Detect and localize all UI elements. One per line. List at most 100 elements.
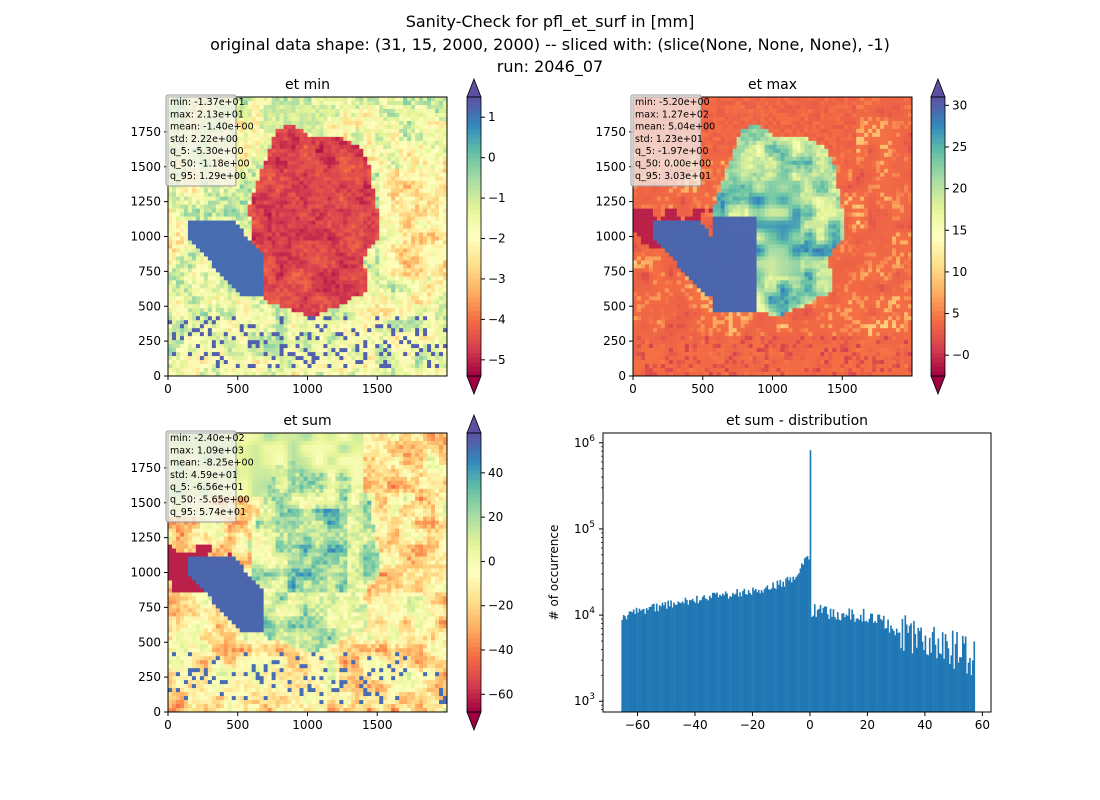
x-tick-label-0-3: 1500 (362, 382, 393, 396)
histogram-bar (826, 614, 829, 712)
histogram-bar (747, 590, 750, 712)
colorbar-tick-label-0-3: −2 (488, 232, 506, 246)
histogram-bar (848, 608, 851, 712)
histogram-bar (676, 604, 678, 712)
histogram-bar (897, 632, 899, 712)
histogram-bar (859, 614, 862, 712)
histogram-bar (842, 613, 845, 712)
stats-line-1-5: q_50: 0.00e+00 (635, 159, 711, 170)
histogram-bar (713, 592, 715, 712)
histogram-bar (865, 620, 868, 712)
hist-y-tick-label-1: 104 (574, 606, 595, 622)
histogram-bar (805, 557, 807, 712)
heatmap-cells-0 (168, 97, 448, 377)
colorbar-1 (931, 97, 945, 377)
stats-line-2-1: max: 1.09e+03 (170, 445, 244, 456)
y-tick-label-2-7: 1750 (130, 461, 161, 475)
histogram-bar (655, 603, 658, 712)
stats-line-1-3: std: 1.23e+01 (635, 134, 703, 145)
colorbar-extend-top-1 (930, 77, 946, 98)
histogram-bar (811, 616, 813, 712)
histogram-bar (822, 607, 825, 712)
histogram-bar (734, 593, 737, 712)
histogram-bar (729, 596, 731, 712)
panel-title-3: et sum - distribution (726, 413, 868, 429)
stats-line-0-0: min: -1.37e+01 (170, 97, 245, 108)
stats-line-2-0: min: -2.40e+02 (170, 433, 245, 444)
histogram-bar (690, 600, 693, 712)
histogram-bar (746, 594, 749, 712)
histogram-bar (819, 604, 822, 712)
histogram-bar (698, 600, 701, 712)
histogram-bar (885, 627, 888, 712)
y-tick-label-1-0: 0 (618, 369, 626, 383)
histogram-bar (921, 641, 924, 712)
histogram-bar (801, 563, 803, 712)
stats-line-1-1: max: 1.27e+02 (635, 109, 709, 120)
histogram-bar (825, 606, 828, 712)
histogram-bar (868, 618, 871, 712)
stats-line-0-2: mean: -1.40e+00 (170, 122, 254, 133)
y-tick-label-0-2: 500 (138, 299, 161, 313)
histogram-bar (950, 655, 953, 712)
histogram-bar (766, 585, 769, 712)
histogram-bar (706, 599, 708, 712)
histogram-bar (678, 602, 681, 712)
histogram-bar (627, 615, 629, 712)
histogram-bar (966, 673, 968, 712)
hist-y-tick-label-3: 106 (574, 434, 595, 450)
histogram-bar (857, 618, 859, 712)
histogram-bar (624, 616, 626, 712)
histogram-bar (642, 608, 645, 712)
histogram-bar (806, 556, 809, 712)
histogram-bar (923, 649, 925, 712)
stats-line-1-2: mean: 5.04e+00 (635, 122, 715, 133)
histogram-bar (937, 638, 940, 712)
histogram-bar (812, 615, 815, 712)
histogram-bar (694, 602, 697, 712)
histogram-bar (852, 614, 855, 712)
histogram-bar (759, 593, 761, 712)
histogram-bar (871, 613, 874, 712)
y-tick-label-0-4: 1000 (130, 230, 161, 244)
y-tick-label-0-3: 750 (138, 264, 161, 278)
stats-line-0-1: max: 2.13e+01 (170, 109, 244, 120)
stats-line-0-3: std: 2.22e+00 (170, 134, 238, 145)
histogram-bar (651, 604, 654, 712)
histogram-bar (941, 632, 944, 712)
histogram-bar (740, 596, 743, 712)
histogram-bar (862, 608, 865, 712)
histogram-bar (877, 614, 879, 712)
histogram-bar (667, 600, 670, 712)
histogram-bar (638, 608, 641, 712)
histogram-bar (911, 653, 914, 712)
histogram-bar (970, 675, 973, 712)
histogram-bar (834, 616, 836, 712)
colorbar-frame-2 (466, 432, 482, 713)
colorbar-tick-label-2-4: −40 (488, 643, 513, 657)
histogram-bar (691, 598, 694, 712)
histogram-bar (634, 613, 636, 712)
histogram-bar (637, 612, 639, 712)
histogram-bar (732, 592, 734, 712)
y-tick-label-1-4: 1000 (595, 230, 626, 244)
colorbar-extend-bottom-1 (930, 375, 946, 396)
histogram-bar (736, 589, 738, 712)
histogram-bar (828, 619, 830, 712)
histogram-bar (920, 627, 922, 712)
histogram-bar (730, 596, 733, 712)
histogram-bar (947, 648, 950, 712)
histogram-bar (671, 607, 674, 712)
histogram-bar (972, 660, 974, 712)
histogram-bar (918, 631, 921, 712)
histogram-bar (892, 630, 895, 712)
histogram-bar (867, 622, 869, 712)
histogram-bar (757, 589, 760, 712)
panel-title-0: et min (285, 77, 330, 93)
heatmap-cells-1 (633, 97, 913, 377)
histogram-bar (872, 622, 875, 712)
histogram-bar (762, 592, 764, 712)
y-tick-label-2-6: 1500 (130, 496, 161, 510)
colorbar-2 (467, 433, 481, 713)
histogram-bar (878, 614, 881, 712)
